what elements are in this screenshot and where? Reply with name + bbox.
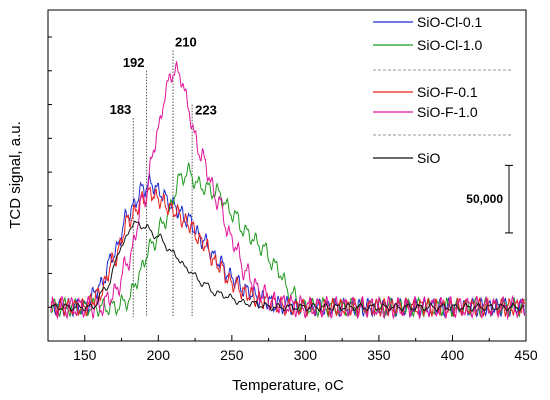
peak-label: 192: [123, 55, 145, 70]
series-line: [50, 186, 525, 318]
x-axis: 150 200 250 300 350 400 450: [73, 335, 538, 363]
x-axis-title: Temperature, oC: [232, 377, 344, 394]
x-tick-label: 400: [441, 347, 465, 363]
legend-label: SiO-F-0.1: [417, 84, 478, 100]
series-line: [50, 172, 525, 318]
x-axis-unit: oC: [325, 377, 344, 394]
y-axis-title: TCD signal, a.u.: [7, 121, 24, 229]
peak-label: 223: [195, 103, 217, 118]
series-line: [50, 161, 525, 319]
series-line: [50, 220, 525, 312]
scale-bar: 50,000: [466, 164, 513, 234]
plot-area: [47, 9, 527, 342]
x-tick-label: 250: [220, 347, 244, 363]
x-tick-label: 200: [147, 347, 171, 363]
legend-label: SiO-Cl-0.1: [417, 14, 483, 30]
legend: SiO-Cl-0.1 SiO-Cl-1.0 SiO-F-0.1 SiO-F-1.0 Si…: [373, 14, 512, 166]
scale-bar-label: 50,000: [466, 192, 503, 206]
x-tick-label: 300: [294, 347, 318, 363]
y-axis: [48, 36, 52, 308]
x-tick-label: 450: [514, 347, 538, 363]
peak-label: 210: [175, 35, 197, 50]
x-tick-label: 150: [73, 347, 97, 363]
x-tick-label: 350: [367, 347, 391, 363]
series-group: [50, 60, 525, 321]
legend-label: SiO-F-1.0: [417, 104, 478, 120]
peak-label-group: 183 192 210 223: [110, 35, 217, 118]
legend-label: SiO-Cl-1.0: [417, 37, 483, 53]
series-line: [50, 60, 525, 321]
legend-label: SiO: [417, 150, 440, 166]
peak-label: 183: [110, 102, 132, 117]
